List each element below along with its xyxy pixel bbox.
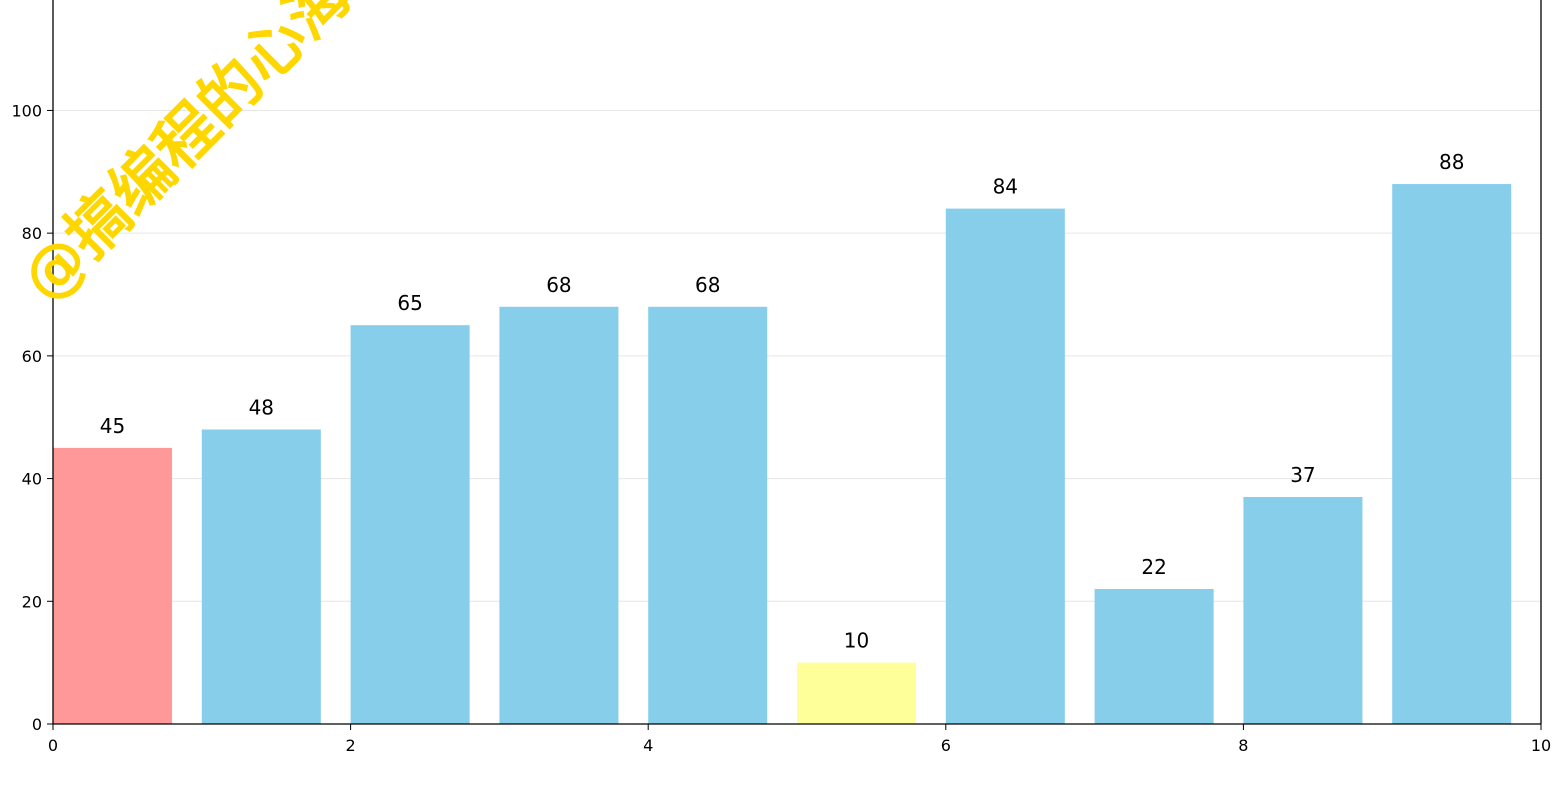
data-label-2: 65 <box>397 291 422 315</box>
bar-5 <box>797 662 917 724</box>
y-tick-label-0: 0 <box>32 715 42 734</box>
data-label-1: 48 <box>249 395 274 419</box>
data-label-9: 88 <box>1439 150 1464 174</box>
y-tick-label-100: 100 <box>11 101 42 120</box>
data-label-4: 68 <box>695 273 720 297</box>
data-label-8: 37 <box>1290 463 1315 487</box>
bar-0 <box>53 447 173 724</box>
bar-2 <box>350 325 470 724</box>
bar-6 <box>945 208 1065 724</box>
bars <box>53 184 1512 724</box>
x-tick-label-2: 2 <box>346 736 356 755</box>
data-label-0: 45 <box>100 414 125 438</box>
y-tick-label-20: 20 <box>22 592 42 611</box>
data-label-5: 10 <box>844 629 869 653</box>
x-tick-label-10: 10 <box>1531 736 1551 755</box>
x-tick-label-6: 6 <box>941 736 951 755</box>
bar-4 <box>648 306 768 724</box>
bar-3 <box>499 306 619 724</box>
x-tick-label-0: 0 <box>48 736 58 755</box>
x-tick-label-8: 8 <box>1238 736 1248 755</box>
bar-9 <box>1392 184 1512 724</box>
data-labels: 45 48 65 68 68 10 84 22 37 88 <box>100 150 1465 653</box>
x-tick-label-4: 4 <box>643 736 653 755</box>
bar-7 <box>1094 589 1214 724</box>
data-label-3: 68 <box>546 273 571 297</box>
y-tick-label-40: 40 <box>22 470 42 489</box>
bar-8 <box>1243 496 1363 724</box>
bar-1 <box>201 429 321 724</box>
data-label-7: 22 <box>1141 555 1166 579</box>
data-label-6: 84 <box>993 175 1018 199</box>
watermark-text: @搞编程的心海 <box>7 0 366 316</box>
y-tick-label-80: 80 <box>22 224 42 243</box>
y-tick-label-60: 60 <box>22 347 42 366</box>
axes <box>47 0 1542 730</box>
